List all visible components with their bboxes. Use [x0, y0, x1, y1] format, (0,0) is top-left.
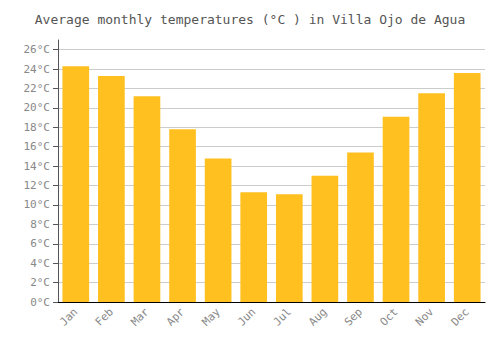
svg-text:Oct: Oct — [377, 305, 400, 328]
svg-text:May: May — [199, 305, 222, 328]
svg-text:Jun: Jun — [235, 305, 258, 328]
svg-text:4°C: 4°C — [30, 257, 50, 270]
svg-text:22°C: 22°C — [24, 82, 51, 95]
svg-text:Feb: Feb — [93, 305, 116, 328]
svg-text:24°C: 24°C — [24, 63, 51, 76]
svg-text:Average monthly temperatures (: Average monthly temperatures (°C ) in Vi… — [35, 12, 465, 27]
svg-text:16°C: 16°C — [24, 140, 51, 153]
svg-text:8°C: 8°C — [30, 218, 50, 231]
svg-text:26°C: 26°C — [24, 43, 51, 56]
svg-text:Nov: Nov — [413, 305, 436, 328]
svg-text:20°C: 20°C — [24, 101, 51, 114]
svg-text:Jan: Jan — [57, 305, 80, 328]
svg-text:10°C: 10°C — [24, 198, 51, 211]
svg-text:14°C: 14°C — [24, 160, 51, 173]
svg-text:2°C: 2°C — [30, 276, 50, 289]
svg-text:Dec: Dec — [449, 305, 472, 328]
svg-text:Mar: Mar — [128, 305, 151, 328]
svg-text:Aug: Aug — [306, 305, 329, 328]
svg-text:0°C: 0°C — [30, 296, 50, 309]
svg-text:18°C: 18°C — [24, 121, 51, 134]
svg-text:Sep: Sep — [342, 305, 365, 328]
svg-text:Apr: Apr — [164, 305, 187, 328]
svg-text:Jul: Jul — [271, 305, 294, 328]
svg-text:6°C: 6°C — [30, 237, 50, 250]
svg-text:12°C: 12°C — [24, 179, 51, 192]
